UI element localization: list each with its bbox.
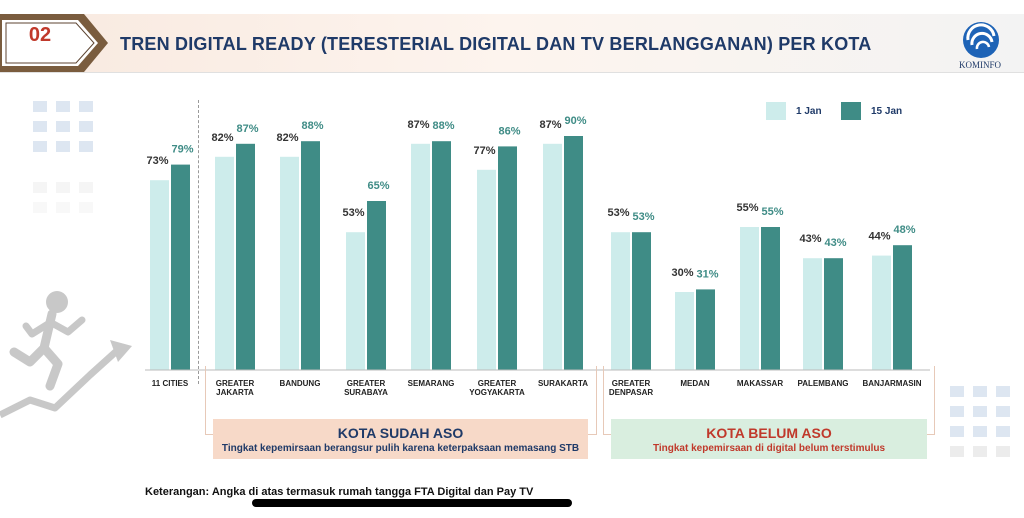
value-label-jan15: 90% bbox=[564, 115, 586, 127]
section-number: 02 bbox=[28, 24, 52, 46]
decor-dots-left-faded bbox=[33, 182, 93, 213]
kominfo-logo bbox=[963, 22, 999, 58]
value-label-jan1: 87% bbox=[407, 119, 429, 131]
group-separator bbox=[198, 100, 199, 384]
bar-jan15 bbox=[632, 232, 651, 370]
bar-jan1 bbox=[215, 156, 234, 370]
category-label: BANJARMASIN bbox=[862, 379, 921, 388]
bar-jan15 bbox=[301, 141, 320, 370]
value-label-jan1: 55% bbox=[736, 202, 758, 214]
value-label-jan15: 65% bbox=[367, 180, 389, 192]
logo-text: KOMINFO bbox=[958, 60, 1001, 70]
bar-jan1 bbox=[872, 255, 891, 370]
value-label-jan1: 53% bbox=[342, 207, 364, 219]
legend-label-jan15: 15 Jan bbox=[871, 105, 903, 117]
decor-dots-right bbox=[950, 386, 1010, 457]
value-label-jan1: 87% bbox=[539, 119, 561, 131]
value-label-jan1: 82% bbox=[211, 132, 233, 144]
section-badge bbox=[0, 14, 108, 72]
page-title: TREN DIGITAL READY (TERESTERIAL DIGITAL … bbox=[120, 34, 872, 54]
value-label-jan1: 44% bbox=[868, 231, 890, 243]
bar-jan1 bbox=[543, 143, 562, 370]
bar-jan15 bbox=[432, 141, 451, 370]
value-label-jan15: 53% bbox=[632, 211, 654, 223]
category-label: SEMARANG bbox=[408, 379, 455, 388]
group-subtitle-belum: Tingkat kepemirsaan di digital belum ter… bbox=[652, 442, 886, 454]
legend-label-jan1: 1 Jan bbox=[796, 105, 822, 117]
value-label-jan1: 53% bbox=[607, 207, 629, 219]
value-label-jan1: 43% bbox=[799, 233, 821, 245]
decor-dots-left bbox=[33, 101, 93, 152]
bar-jan15 bbox=[171, 164, 190, 370]
value-label-jan15: 31% bbox=[696, 268, 718, 280]
legend-swatch-jan1 bbox=[766, 102, 786, 120]
value-label-jan15: 86% bbox=[498, 125, 520, 137]
bar-jan15 bbox=[824, 258, 843, 370]
value-label-jan15: 88% bbox=[432, 120, 454, 132]
value-label-jan15: 88% bbox=[301, 120, 323, 132]
bar-jan15 bbox=[564, 136, 583, 370]
running-figure-icon bbox=[0, 291, 132, 419]
category-label: BANDUNG bbox=[280, 379, 321, 388]
header-band bbox=[0, 14, 1024, 72]
value-label-jan15: 87% bbox=[236, 123, 258, 135]
value-label-jan15: 43% bbox=[824, 237, 846, 249]
category-label: PALEMBANG bbox=[798, 379, 849, 388]
value-label-jan1: 82% bbox=[276, 132, 298, 144]
legend-jan15: 15 Jan bbox=[841, 102, 902, 120]
category-label: MEDAN bbox=[680, 379, 710, 388]
value-label-jan15: 79% bbox=[171, 144, 193, 156]
group-box-sudah: KOTA SUDAH ASO Tingkat kepemirsaan beran… bbox=[213, 419, 588, 459]
bar-jan1 bbox=[346, 232, 365, 370]
category-label: MAKASSAR bbox=[737, 379, 783, 388]
category-label: 11 CITIES bbox=[152, 379, 189, 388]
group-subtitle-sudah: Tingkat kepemirsaan berangsur pulih kare… bbox=[221, 442, 580, 454]
legend-swatch-jan15 bbox=[841, 102, 861, 120]
bar-jan1 bbox=[803, 258, 822, 370]
category-label: GREATER DENPASAR bbox=[609, 379, 654, 397]
value-label-jan1: 73% bbox=[146, 155, 168, 167]
bar-jan1 bbox=[280, 156, 299, 370]
bar-jan1 bbox=[740, 227, 759, 370]
bar-jan1 bbox=[150, 180, 169, 370]
category-label: SURAKARTA bbox=[538, 379, 588, 388]
category-label: GREATER SURABAYA bbox=[344, 379, 388, 397]
bar-jan15 bbox=[498, 146, 517, 370]
category-label: GREATER JAKARTA bbox=[216, 379, 255, 397]
group-box-belum: KOTA BELUM ASO Tingkat kepemirsaan di di… bbox=[611, 419, 927, 459]
group-title-belum: KOTA BELUM ASO bbox=[706, 424, 832, 441]
bar-jan1 bbox=[411, 143, 430, 370]
bar-jan15 bbox=[236, 143, 255, 370]
bar-jan15 bbox=[367, 201, 386, 370]
bar-jan15 bbox=[893, 245, 912, 370]
horizontal-scrollbar[interactable] bbox=[252, 499, 572, 507]
category-label: GREATER YOGYAKARTA bbox=[469, 379, 525, 397]
group-title-sudah: KOTA SUDAH ASO bbox=[337, 424, 464, 441]
value-label-jan1: 30% bbox=[671, 267, 693, 279]
value-label-jan15: 48% bbox=[893, 224, 915, 236]
footer-note: Keterangan: Angka di atas termasuk rumah… bbox=[145, 486, 534, 498]
value-label-jan1: 77% bbox=[473, 145, 495, 157]
bar-jan15 bbox=[696, 289, 715, 370]
bar-jan15 bbox=[761, 227, 780, 370]
bar-jan1 bbox=[675, 292, 694, 370]
bar-jan1 bbox=[477, 169, 496, 370]
legend-jan1: 1 Jan bbox=[766, 102, 822, 120]
bar-jan1 bbox=[611, 232, 630, 370]
value-label-jan15: 55% bbox=[761, 206, 783, 218]
header-divider bbox=[0, 72, 1024, 73]
